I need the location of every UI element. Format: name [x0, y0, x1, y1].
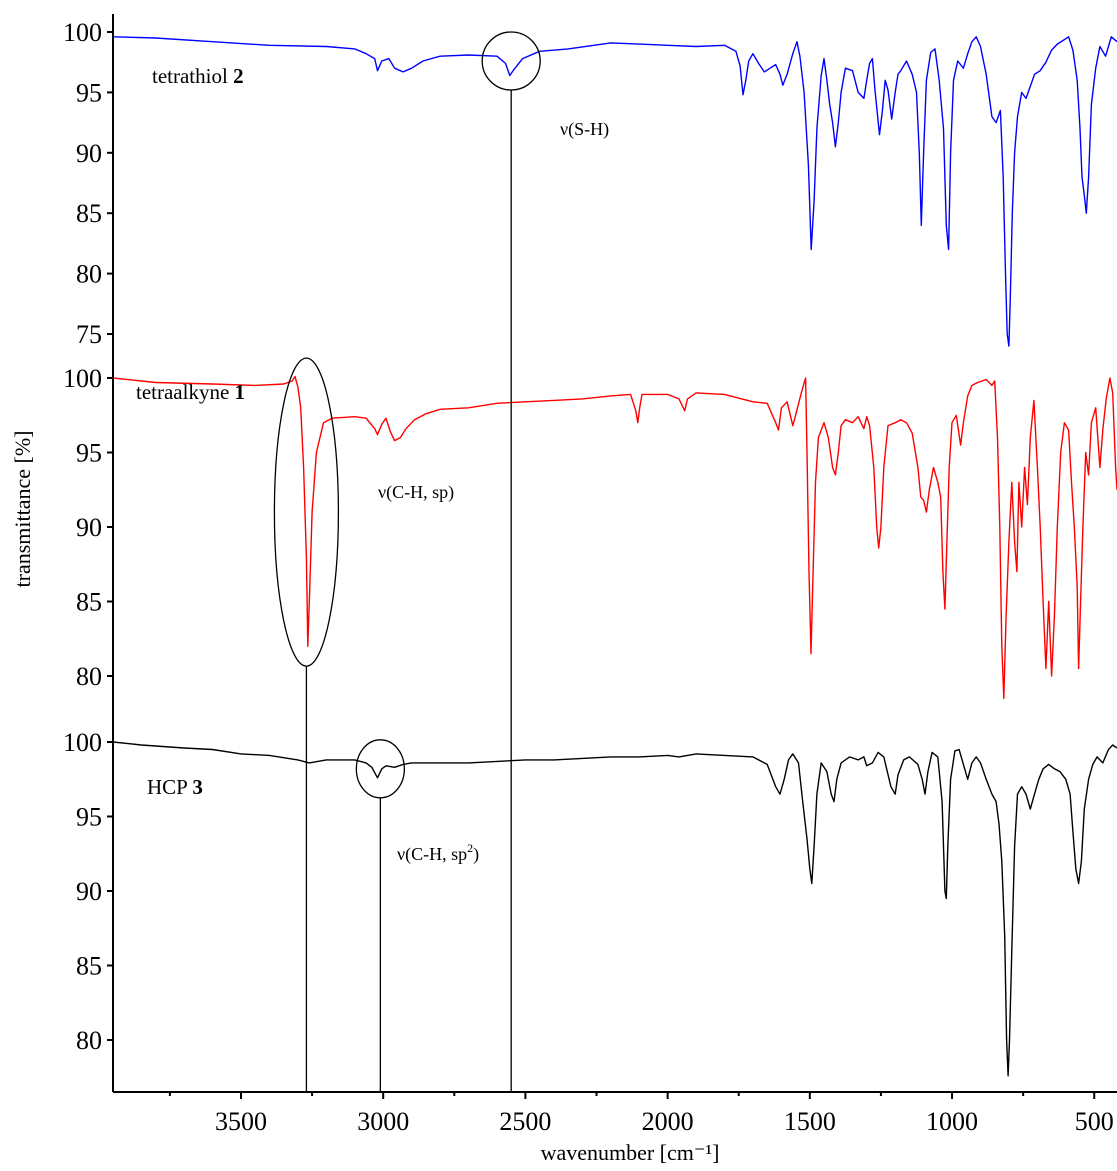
- x-tick-label-1500: 1500: [784, 1107, 836, 1136]
- y-tick-label-hcp-90: 90: [76, 877, 102, 906]
- y-tick-label-tetrathiol-95: 95: [76, 78, 102, 107]
- trace-label-tetrathiol: tetrathiol 2: [152, 64, 244, 88]
- annotation-guides: [273, 31, 541, 1092]
- trace-label-tetrathiol-number: 2: [233, 64, 244, 88]
- x-tick-label-2500: 2500: [499, 1107, 551, 1136]
- y-tick-label-tetraalkyne-90: 90: [76, 513, 102, 542]
- trace-label-hcp-number: 3: [192, 775, 203, 799]
- x-tick-label-2000: 2000: [642, 1107, 694, 1136]
- y-tick-label-hcp-95: 95: [76, 803, 102, 832]
- trace-label-hcp-name: HCP: [147, 775, 187, 799]
- y-tick-label-hcp-85: 85: [76, 952, 102, 981]
- y-axis-title: transmittance [%]: [10, 431, 35, 588]
- y-tick-label-tetrathiol-100: 100: [63, 18, 102, 47]
- x-tick-label-3000: 3000: [357, 1107, 409, 1136]
- annotation-s-h: ν(S-H): [560, 119, 609, 140]
- annotation-c-h-sp2: ν(C-H, sp2): [397, 841, 479, 865]
- series-line-tetrathiol: [112, 36, 1117, 347]
- y-tick-label-hcp-80: 80: [76, 1026, 102, 1055]
- x-tick-label-3500: 3500: [215, 1107, 267, 1136]
- spectrum-traces: [112, 36, 1117, 1077]
- labels: wavenumber [cm⁻¹] transmittance [%] tetr…: [10, 64, 719, 1165]
- trace-label-tetraalkyne-name: tetraalkyne: [136, 380, 229, 404]
- annotation-ring-c-h-sp: [273, 357, 340, 667]
- x-tick-label-1000: 1000: [926, 1107, 978, 1136]
- y-tick-label-tetrathiol-90: 90: [76, 139, 102, 168]
- y-tick-label-hcp-100: 100: [63, 728, 102, 757]
- y-tick-label-tetrathiol-75: 75: [76, 320, 102, 349]
- y-tick-label-tetrathiol-80: 80: [76, 260, 102, 289]
- trace-label-tetraalkyne: tetraalkyne 1: [136, 380, 245, 404]
- annotation-c-h-sp: ν(C-H, sp): [378, 482, 454, 503]
- annotation-ring-s-h: [481, 31, 541, 91]
- series-line-hcp: [112, 741, 1117, 1077]
- y-tick-label-tetraalkyne-85: 85: [76, 588, 102, 617]
- y-tick-label-tetraalkyne-100: 100: [63, 364, 102, 393]
- x-axis-title: wavenumber [cm⁻¹]: [541, 1140, 720, 1165]
- x-tick-label-500: 500: [1075, 1107, 1114, 1136]
- series-line-tetraalkyne: [112, 375, 1117, 699]
- y-tick-label-tetrathiol-85: 85: [76, 199, 102, 228]
- trace-label-tetraalkyne-number: 1: [235, 380, 246, 404]
- annotation-ring-c-h-sp2: [355, 739, 406, 799]
- y-tick-label-tetraalkyne-80: 80: [76, 662, 102, 691]
- trace-label-hcp: HCP 3: [147, 775, 203, 799]
- y-tick-label-tetraalkyne-95: 95: [76, 439, 102, 468]
- trace-label-tetrathiol-name: tetrathiol: [152, 64, 228, 88]
- annotation-c-h-sp2-sup: 2: [467, 841, 473, 855]
- annotation-c-h-sp2-close: ): [473, 844, 479, 865]
- annotation-c-h-sp2-main: ν(C-H, sp: [397, 844, 467, 865]
